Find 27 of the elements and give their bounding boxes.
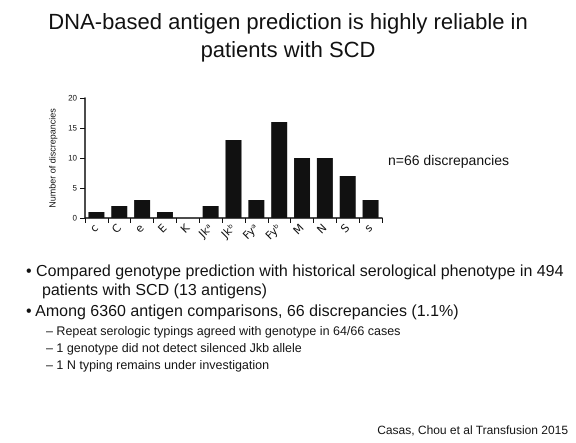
y-tick-label: 15	[68, 124, 78, 132]
text: • Among 6360 antigen comparisons, 66 discrepancies (1.1%)	[25, 302, 460, 321]
text: • Compared genotype prediction with historical serological phenotype in 494 patients with SCD (13 antigens)	[25, 262, 564, 300]
y-tick-label: 20	[68, 94, 78, 102]
y-tick-label: 10	[68, 154, 78, 162]
text: Casas, Chou et al Transfusion 2015	[377, 423, 568, 437]
chart-title: DNA-based antigen prediction is highly reliable in patients with SCD	[47, 8, 529, 64]
text: – 1 N typing remains under investigation	[45, 357, 270, 374]
y-tick-label: 5	[72, 184, 78, 192]
x-tick-label: E	[155, 221, 170, 236]
x-tick-label: K	[178, 220, 193, 236]
x-tick-label: M	[290, 221, 307, 238]
text: – 1 genotype did not detect silenced Jkb allele	[45, 340, 303, 357]
x-tick-label: c	[88, 221, 102, 235]
x-tick-label: S	[338, 221, 352, 236]
text: n=66 discrepancies	[388, 152, 510, 168]
x-tick-label: s	[362, 221, 376, 235]
x-tick-label: Fyᵇ	[262, 221, 284, 242]
x-tick-label: N	[314, 221, 330, 236]
y-axis-title: Number of discrepancies	[48, 108, 58, 208]
x-tick-label: Fyᵃ	[240, 221, 261, 242]
text: – Repeat serologic typings agreed with genotype in 64/66 cases	[45, 323, 402, 340]
x-tick-label: e	[132, 221, 147, 236]
x-tick-label: Jkᵃ	[196, 221, 216, 242]
x-tick-label: C	[109, 221, 124, 236]
y-tick-label: 0	[72, 214, 78, 222]
x-tick-label: Jkᵇ	[218, 221, 238, 242]
